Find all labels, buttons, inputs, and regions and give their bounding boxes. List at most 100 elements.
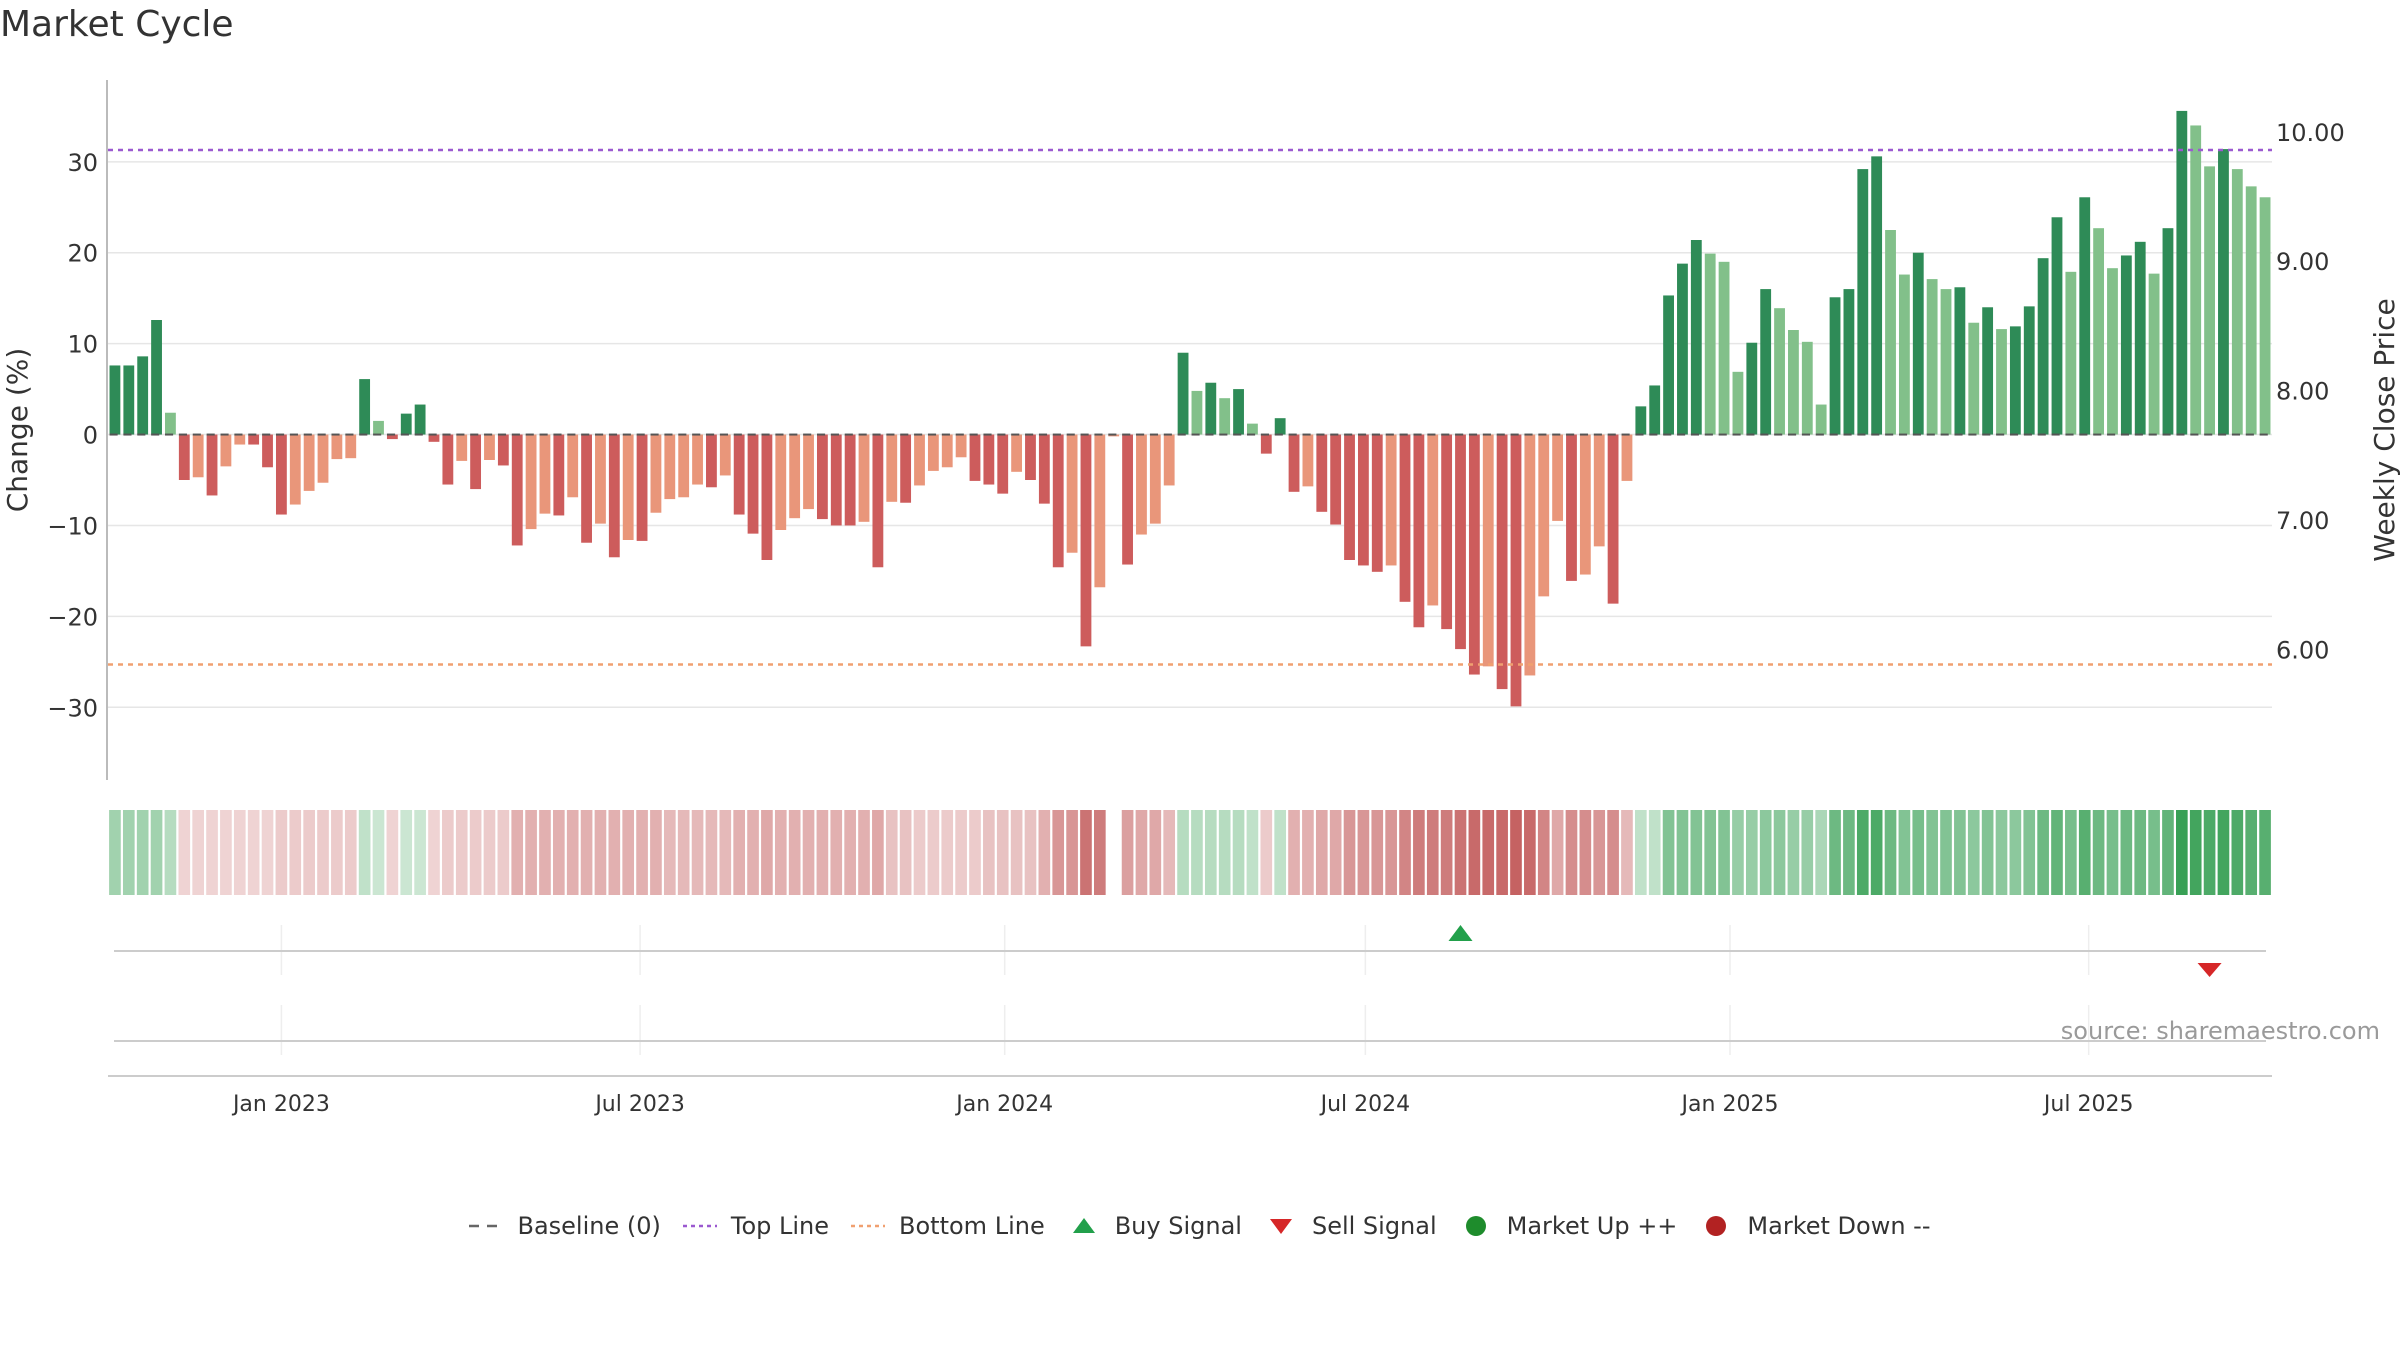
bar [220,434,232,467]
triangle-up-icon [1072,1218,1095,1233]
bar [1829,297,1841,435]
fade-cell [608,810,621,895]
bar [997,434,1009,494]
bar [1122,434,1133,565]
fade-cell [150,810,163,895]
bar [1274,418,1286,435]
bar [1482,434,1494,667]
bar [484,434,495,460]
fade-cell [830,810,843,895]
x-tick-label: Jul 2025 [2042,1092,2134,1117]
fade-cell [1635,810,1647,895]
legend-item-down[interactable]: Market Down -- [1699,1212,1931,1240]
fade-cell [1565,810,1578,895]
fade-cell [1607,810,1619,895]
fade-cell [1413,810,1425,895]
fade-cell [206,810,218,895]
bar [830,434,842,526]
bar [1566,434,1577,581]
bar [303,434,315,491]
sell-signal-marker [2197,963,2222,977]
fade-cell [677,810,690,895]
legend-item-bottom[interactable]: Bottom Line [851,1212,1045,1240]
bar [234,434,246,445]
bar [470,434,482,490]
y2-axis-label: Weekly Close Price [2368,298,2400,561]
bar [914,434,925,486]
bar [414,404,426,435]
legend-label: Sell Signal [1311,1212,1437,1240]
legend-label: Baseline (0) [517,1212,661,1240]
bar [2120,255,2132,435]
bar [789,434,801,519]
bar [1635,406,1647,435]
fade-cell [1232,810,1245,895]
triangle-up-glyph [1072,1218,1095,1233]
bar [553,434,565,516]
fade-cell [774,810,787,895]
bar [206,434,218,496]
fade-cell [1371,810,1384,895]
fade-cell [705,810,718,895]
fade-cell [247,810,260,895]
bar [775,434,787,530]
fade-cell [303,810,315,895]
bar [1677,263,1688,435]
bar [1052,434,1064,568]
triangle-down-icon [1269,1219,1292,1234]
fade-cell [428,810,440,895]
fade-cell [1496,810,1508,895]
fade-cell [1038,810,1051,895]
y2-tick-label: 10.00 [2276,119,2345,147]
fade-cell [1149,810,1162,895]
legend-item-sell[interactable]: Sell Signal [1264,1212,1437,1240]
y-axis-label: Change (%) [1,348,34,513]
fade-cell [1010,810,1023,895]
grid-layer [108,161,2272,709]
bar [2023,306,2035,435]
fade-cell [802,810,815,895]
legend-item-buy[interactable]: Buy Signal [1067,1212,1242,1240]
bar [1982,307,1994,435]
legend-item-top[interactable]: Top Line [682,1212,829,1240]
fade-cell [1759,810,1772,895]
bar [1219,398,1231,435]
bar [442,434,454,485]
bar [1912,252,1924,435]
bar [178,434,190,480]
fade-cell [539,810,551,895]
fade-cell [2189,810,2202,895]
y2-tick-label: 8.00 [2276,378,2329,406]
y-tick-label: −10 [47,512,98,540]
fade-cell [2120,810,2133,895]
y2-tick-label: 9.00 [2276,248,2329,276]
dashed-line-icon [469,1224,504,1228]
fade-cell [1843,810,1855,895]
bar [1330,434,1342,525]
fade-cell [317,810,329,895]
legend-label: Market Up ++ [1506,1212,1678,1240]
bar [2079,197,2091,435]
fade-cell [1884,810,1897,895]
bar [165,412,176,435]
fade-cell [1995,810,2008,895]
bar [595,434,606,524]
bar [1496,434,1508,690]
legend-item-baseline[interactable]: Baseline (0) [469,1212,661,1240]
bar [192,434,204,478]
fade-cell [469,810,482,895]
fade-cell [358,810,371,895]
fade-cell [816,810,829,895]
fade-cell [580,810,593,895]
buy-signal-marker [1448,925,1473,941]
bar [581,434,592,543]
bar [151,320,162,435]
bar [650,434,662,513]
fade-cell [1579,810,1592,895]
legend-item-up[interactable]: Market Up ++ [1459,1212,1678,1240]
fade-cell [442,810,454,895]
fade-cell [1191,810,1203,895]
fade-strip [109,810,2271,895]
bar [872,434,884,568]
